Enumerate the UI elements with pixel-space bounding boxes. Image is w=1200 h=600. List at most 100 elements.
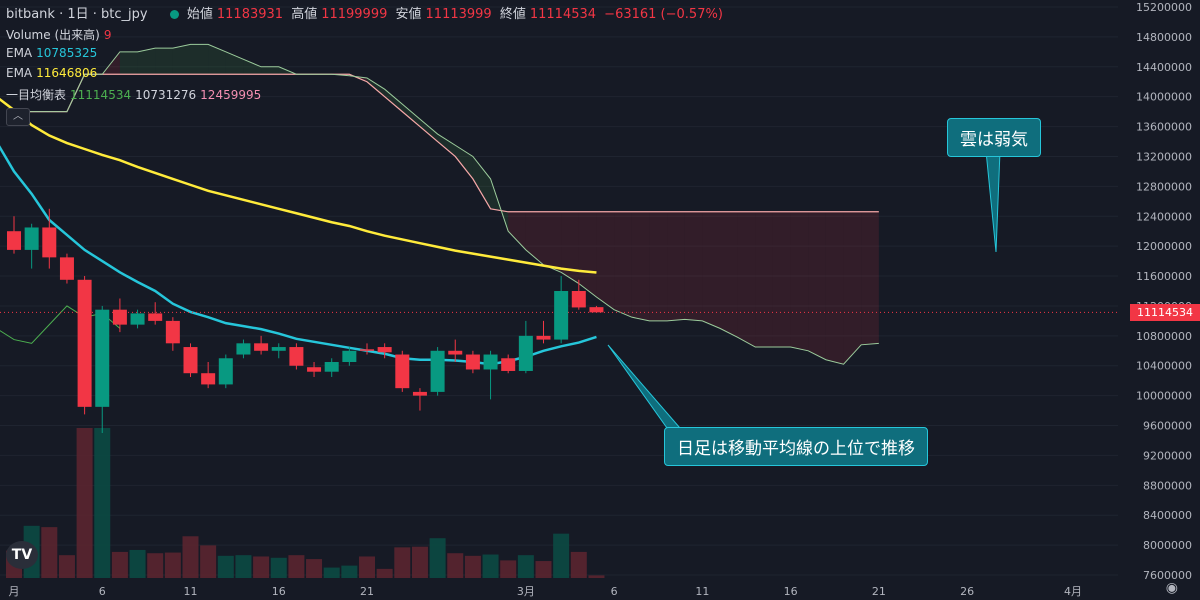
open-value: 11183931 — [216, 7, 284, 22]
candle-body — [536, 335, 551, 340]
volume-bar — [570, 551, 587, 578]
y-tick-label: 9200000 — [1143, 449, 1192, 462]
grid — [0, 6, 1118, 576]
volume-bar — [41, 527, 58, 578]
x-tick-label: 11 — [695, 585, 709, 598]
ema-long-label: EMA — [6, 66, 33, 80]
chart-header: bitbank · 1日 · btc_jpy 始値 11183931 高値 1119… — [6, 3, 727, 22]
x-tick-label: 3月 — [517, 585, 535, 598]
candle-body — [289, 347, 304, 366]
candle-body — [42, 227, 57, 258]
ema-short-legend[interactable]: EMA 10785325 — [6, 46, 101, 60]
candle-body — [7, 231, 21, 250]
eye-icon[interactable]: ◉ — [1165, 580, 1178, 596]
candle-body — [183, 347, 198, 374]
x-tick-label: 4月 — [1064, 585, 1082, 598]
volume-bar — [235, 555, 252, 578]
volume-bars — [6, 428, 605, 578]
cloud-segment — [419, 119, 438, 142]
tradingview-logo[interactable]: TV — [6, 541, 38, 569]
cloud-segment — [137, 48, 156, 75]
cloud-callout-pointer — [985, 150, 1001, 253]
cloud-segment — [825, 211, 844, 365]
volume-bar — [323, 567, 340, 578]
ichimoku-label: 一目均衡表 — [6, 88, 67, 102]
y-tick-label: 10800000 — [1136, 330, 1192, 343]
volume-legend[interactable]: Volume (出来高) 9 — [6, 26, 115, 43]
volume-bar — [182, 536, 199, 578]
y-tick-label: 10000000 — [1136, 390, 1192, 403]
volume-bar — [164, 552, 181, 578]
cloud-segment — [808, 211, 826, 360]
volume-label: Volume (出来高) — [6, 28, 100, 42]
x-tick-label: 21 — [360, 585, 374, 598]
ema-short-value: 10785325 — [36, 46, 98, 60]
ichimoku-legend[interactable]: 一目均衡表 11114534 10731276 12459995 — [6, 86, 265, 103]
y-tick-label: 12800000 — [1136, 180, 1192, 193]
ichimoku-value-3: 12459995 — [200, 88, 262, 102]
candle-body — [342, 350, 357, 362]
cloud-segment — [119, 51, 138, 75]
candle-body — [360, 349, 374, 351]
last-price-tag: 11114534 — [1130, 304, 1200, 321]
volume-bar — [588, 575, 605, 578]
volume-bar — [129, 549, 146, 578]
cloud-segment — [843, 211, 862, 365]
y-tick-label: 15200000 — [1136, 1, 1192, 14]
candle-body — [430, 350, 445, 392]
x-axis: 月 6 11 16 21 3月 6 11 16 21 26 4月 — [9, 585, 1083, 598]
cloud-segment — [543, 211, 562, 273]
cloud-callout: 雲は弱気 — [947, 118, 1041, 157]
volume-bar — [111, 551, 128, 578]
candle-body — [201, 373, 216, 385]
volume-bar — [376, 568, 393, 578]
y-tick-label: 9600000 — [1143, 420, 1192, 433]
volume-bar — [464, 555, 481, 578]
cloud-segment — [614, 211, 632, 318]
candle-body — [395, 354, 410, 389]
ichimoku-value-1: 11114534 — [70, 88, 132, 102]
candle-body — [218, 358, 233, 385]
candle-body — [165, 320, 180, 344]
ema-long-legend[interactable]: EMA 11646806 — [6, 66, 101, 80]
volume-bar — [482, 554, 499, 578]
cloud-segment — [172, 44, 191, 75]
low-value: 11113999 — [425, 7, 492, 22]
candle-body — [271, 347, 286, 351]
y-tick-label: 7600000 — [1143, 569, 1192, 582]
candle-body — [324, 362, 339, 372]
volume-bar — [94, 428, 111, 578]
candle-body — [589, 307, 604, 313]
chevron-up-icon[interactable]: ︿ — [6, 108, 30, 126]
volume-bar — [359, 556, 375, 578]
senkou-span-a-line — [14, 43, 879, 365]
x-tick-label: 6 — [99, 585, 106, 598]
candle-body — [148, 313, 163, 321]
candle-body — [448, 350, 463, 355]
cloud-segment — [402, 104, 420, 127]
cloud-segment — [772, 211, 791, 348]
y-tick-label: 11600000 — [1136, 270, 1192, 283]
volume-bar — [429, 538, 446, 578]
cloud-segment — [190, 44, 209, 75]
candle-body — [501, 358, 516, 371]
candle-body — [518, 335, 533, 371]
candle-body — [24, 227, 39, 250]
volume-bar — [270, 557, 287, 578]
candle-body — [95, 309, 110, 407]
cloud-segment — [684, 211, 703, 321]
ema-long-line — [0, 97, 597, 274]
volume-bar — [253, 556, 270, 578]
volume-bar — [500, 560, 517, 578]
ema-short-label: EMA — [6, 46, 33, 60]
symbol-label[interactable]: bitbank · 1日 · btc_jpy — [6, 7, 148, 22]
x-tick-label: 21 — [872, 585, 886, 598]
candle-body — [236, 343, 251, 355]
y-axis: 15200000 14800000 14400000 14000000 13600000… — [1136, 1, 1192, 582]
volume-bar — [58, 555, 75, 578]
volume-bar — [535, 561, 552, 578]
candle-body — [254, 343, 269, 351]
market-status-icon — [169, 10, 179, 19]
candle-body — [412, 391, 427, 396]
x-tick-label: 16 — [784, 585, 798, 598]
